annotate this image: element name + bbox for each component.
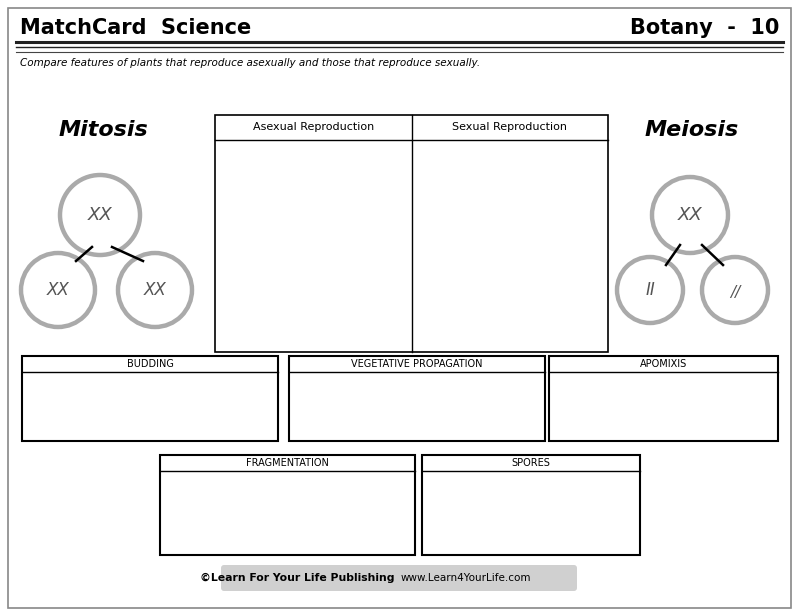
Text: FRAGMENTATION: FRAGMENTATION — [246, 458, 329, 468]
Circle shape — [702, 257, 768, 323]
Text: SPORES: SPORES — [511, 458, 551, 468]
Text: Mitosis: Mitosis — [58, 120, 148, 140]
Text: //: // — [729, 285, 740, 299]
FancyBboxPatch shape — [160, 455, 415, 555]
FancyBboxPatch shape — [8, 8, 791, 608]
FancyBboxPatch shape — [422, 455, 640, 555]
Text: XX: XX — [678, 206, 702, 224]
Text: II: II — [645, 281, 655, 299]
FancyBboxPatch shape — [22, 356, 278, 441]
Circle shape — [652, 177, 728, 253]
FancyBboxPatch shape — [289, 356, 545, 441]
FancyBboxPatch shape — [221, 565, 577, 591]
Circle shape — [617, 257, 683, 323]
Text: XX: XX — [88, 206, 113, 224]
Text: www.Learn4YourLife.com: www.Learn4YourLife.com — [401, 573, 531, 583]
Text: VEGETATIVE PROPAGATION: VEGETATIVE PROPAGATION — [352, 359, 483, 369]
Text: Botany  -  10: Botany - 10 — [630, 18, 779, 38]
Text: Compare features of plants that reproduce asexually and those that reproduce sex: Compare features of plants that reproduc… — [20, 58, 480, 68]
Circle shape — [118, 253, 192, 327]
Text: ©Learn For Your Life Publishing: ©Learn For Your Life Publishing — [200, 573, 394, 583]
Text: Meiosis: Meiosis — [645, 120, 739, 140]
Text: Sexual Reproduction: Sexual Reproduction — [452, 123, 567, 132]
Text: Asexual Reproduction: Asexual Reproduction — [252, 123, 374, 132]
Circle shape — [60, 175, 140, 255]
Text: XX: XX — [144, 281, 166, 299]
Text: BUDDING: BUDDING — [126, 359, 173, 369]
FancyBboxPatch shape — [215, 115, 608, 352]
Circle shape — [21, 253, 95, 327]
Text: MatchCard  Science: MatchCard Science — [20, 18, 251, 38]
FancyBboxPatch shape — [549, 356, 778, 441]
Text: XX: XX — [46, 281, 70, 299]
Text: APOMIXIS: APOMIXIS — [640, 359, 687, 369]
